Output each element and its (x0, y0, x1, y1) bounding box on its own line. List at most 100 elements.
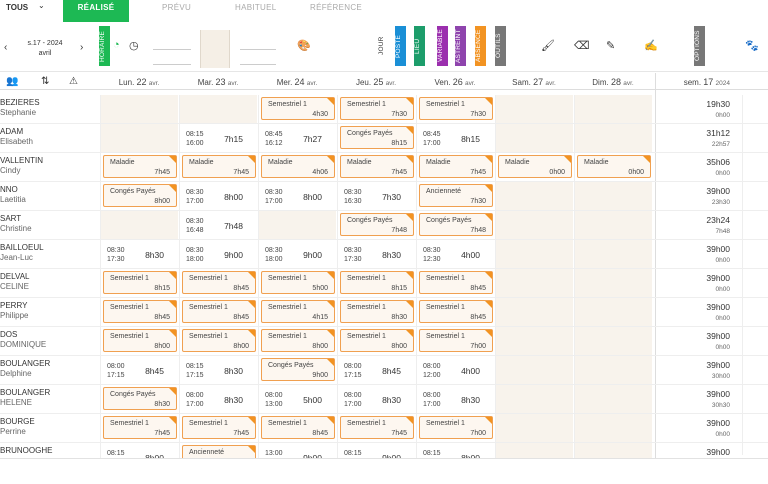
schedule-cell[interactable]: 08:30 16:30 7h30 (337, 182, 415, 210)
scrollbar[interactable] (742, 95, 743, 455)
schedule-cell[interactable] (574, 269, 652, 297)
chevron-left-icon[interactable]: ‹ (4, 42, 8, 53)
schedule-cell[interactable]: 08:45 16:12 7h27 (258, 124, 336, 152)
schedule-cell[interactable] (574, 240, 652, 268)
schedule-cell[interactable]: Semestriel 1 7h45 (179, 414, 257, 442)
schedule-cell[interactable] (258, 211, 336, 239)
time-end-field[interactable] (153, 64, 191, 65)
schedule-cell[interactable]: 08:30 17:00 8h00 (179, 182, 257, 210)
employee-name[interactable]: ADAM Elisabeth (0, 127, 95, 151)
schedule-cell[interactable] (100, 124, 178, 152)
chevron-right-icon[interactable]: › (80, 42, 84, 53)
schedule-cell[interactable] (574, 385, 652, 413)
pie-clock-icon[interactable]: ◔ (113, 39, 120, 51)
schedule-cell[interactable]: Congés Payés 9h00 (258, 356, 336, 384)
schedule-cell[interactable]: Semestriel 1 8h00 (337, 327, 415, 355)
absence-badge[interactable]: Semestriel 1 8h00 (103, 329, 177, 352)
week-selector[interactable]: s.17 - 2024 avril (14, 39, 76, 59)
absence-badge[interactable]: Maladie 7h45 (419, 155, 493, 178)
absence-badge[interactable]: Congés Payés 8h00 (103, 184, 177, 207)
schedule-cell[interactable]: 08:30 17:30 8h30 (337, 240, 415, 268)
absence-badge[interactable]: Semestriel 1 8h45 (103, 300, 177, 323)
schedule-cell[interactable]: Semestriel 1 7h30 (337, 95, 415, 123)
absence-badge[interactable]: Semestriel 1 8h15 (340, 271, 414, 294)
schedule-cell[interactable]: Semestriel 1 7h30 (416, 95, 494, 123)
schedule-cell[interactable] (574, 356, 652, 384)
schedule-cell[interactable]: Semestriel 1 8h45 (179, 269, 257, 297)
employee-name[interactable]: BOULANGER HELENE (0, 388, 95, 412)
employee-name[interactable]: BOURGE Perrine (0, 417, 95, 441)
schedule-cell[interactable]: Congés Payés 7h48 (416, 211, 494, 239)
schedule-cell[interactable]: Semestriel 1 7h00 (416, 327, 494, 355)
absence-badge[interactable]: Congés Payés 7h48 (419, 213, 493, 236)
schedule-cell[interactable] (179, 95, 257, 123)
clock-icon[interactable]: ◷ (129, 40, 139, 52)
chevron-down-icon[interactable]: ⌄ (38, 1, 45, 10)
absence-badge[interactable]: Semestriel 1 8h45 (182, 300, 256, 323)
tab-habituel[interactable]: HABITUEL (235, 3, 277, 12)
absence-badge[interactable]: Maladie 0h00 (577, 155, 651, 178)
absence-badge[interactable]: Semestriel 1 7h45 (103, 416, 177, 439)
tab-reference[interactable]: RÉFÉRENCE (310, 3, 363, 12)
schedule-cell[interactable]: 08:00 12:00 4h00 (416, 356, 494, 384)
absence-badge[interactable]: Semestriel 1 8h00 (182, 329, 256, 352)
tab-realise[interactable]: RÉALISÉ (63, 0, 129, 22)
schedule-cell[interactable] (574, 95, 652, 123)
schedule-cell[interactable] (574, 298, 652, 326)
schedule-cell[interactable]: Semestriel 1 4h15 (258, 298, 336, 326)
tab-outils[interactable]: OUTILS (495, 26, 506, 66)
employee-name[interactable]: VALLENTIN Cindy (0, 156, 95, 180)
absence-badge[interactable]: Maladie 7h45 (103, 155, 177, 178)
schedule-cell[interactable]: Semestriel 1 5h00 (258, 269, 336, 297)
schedule-cell[interactable] (574, 414, 652, 442)
pause-start-field[interactable] (240, 49, 276, 50)
schedule-cell[interactable]: 08:30 18:00 9h00 (179, 240, 257, 268)
absence-badge[interactable]: Congés Payés 9h00 (261, 358, 335, 381)
absence-badge[interactable]: Ancienneté 7h30 (419, 184, 493, 207)
absence-badge[interactable]: Maladie 4h06 (261, 155, 335, 178)
tab-variable[interactable]: VARIABLE (437, 26, 448, 66)
schedule-cell[interactable] (495, 298, 573, 326)
absence-badge[interactable]: Semestriel 1 8h00 (340, 329, 414, 352)
schedule-cell[interactable]: Semestriel 1 8h45 (100, 298, 178, 326)
employee-name[interactable]: DOS DOMINIQUE (0, 330, 95, 354)
tab-horaire[interactable]: HORAIRE (99, 26, 110, 66)
absence-badge[interactable]: Maladie 7h45 (340, 155, 414, 178)
tab-prevu[interactable]: PRÉVU (162, 3, 192, 12)
schedule-cell[interactable] (495, 95, 573, 123)
tab-absence[interactable]: ABSENCE (475, 26, 486, 66)
schedule-cell[interactable]: Maladie 7h45 (416, 153, 494, 181)
schedule-cell[interactable]: Semestriel 1 8h00 (100, 327, 178, 355)
schedule-cell[interactable] (495, 385, 573, 413)
employee-name[interactable]: SART Christine (0, 214, 95, 238)
schedule-cell[interactable] (574, 182, 652, 210)
absence-badge[interactable]: Semestriel 1 8h45 (261, 416, 335, 439)
schedule-cell[interactable]: Ancienneté 7h30 (416, 182, 494, 210)
schedule-cell[interactable] (574, 211, 652, 239)
sort-icon[interactable]: ⇅ (41, 76, 50, 87)
schedule-cell[interactable]: 08:30 17:00 8h00 (258, 182, 336, 210)
employee-name[interactable]: BRUNOOGHE (0, 446, 95, 470)
duration-box[interactable] (200, 30, 230, 68)
absence-badge[interactable]: Semestriel 1 4h15 (261, 300, 335, 323)
brush-icon[interactable]: 🖌 (541, 40, 555, 52)
absence-badge[interactable]: Semestriel 1 8h45 (419, 271, 493, 294)
employee-name[interactable]: NNO Laetitia (0, 185, 95, 209)
schedule-cell[interactable]: 08:00 17:15 8h45 (100, 356, 178, 384)
schedule-cell[interactable]: Semestriel 1 8h15 (337, 269, 415, 297)
employee-name[interactable]: BOULANGER Delphine (0, 359, 95, 383)
employee-name[interactable]: DELVAL CELINE (0, 272, 95, 296)
schedule-cell[interactable] (495, 269, 573, 297)
schedule-cell[interactable]: 08:00 17:00 8h30 (416, 385, 494, 413)
schedule-cell[interactable]: 08:00 17:00 8h30 (179, 385, 257, 413)
schedule-cell[interactable]: Semestriel 1 8h15 (100, 269, 178, 297)
schedule-cell[interactable] (495, 414, 573, 442)
absence-badge[interactable]: Maladie 0h00 (498, 155, 572, 178)
absence-badge[interactable]: Semestriel 1 8h15 (103, 271, 177, 294)
schedule-cell[interactable]: 08:00 17:00 8h30 (337, 385, 415, 413)
schedule-cell[interactable]: 08:15 17:15 8h30 (179, 356, 257, 384)
absence-badge[interactable]: Semestriel 1 7h30 (419, 97, 493, 120)
schedule-cell[interactable]: Semestriel 1 7h00 (416, 414, 494, 442)
schedule-cell[interactable]: 08:00 17:15 8h45 (337, 356, 415, 384)
schedule-cell[interactable]: Congés Payés 8h00 (100, 182, 178, 210)
